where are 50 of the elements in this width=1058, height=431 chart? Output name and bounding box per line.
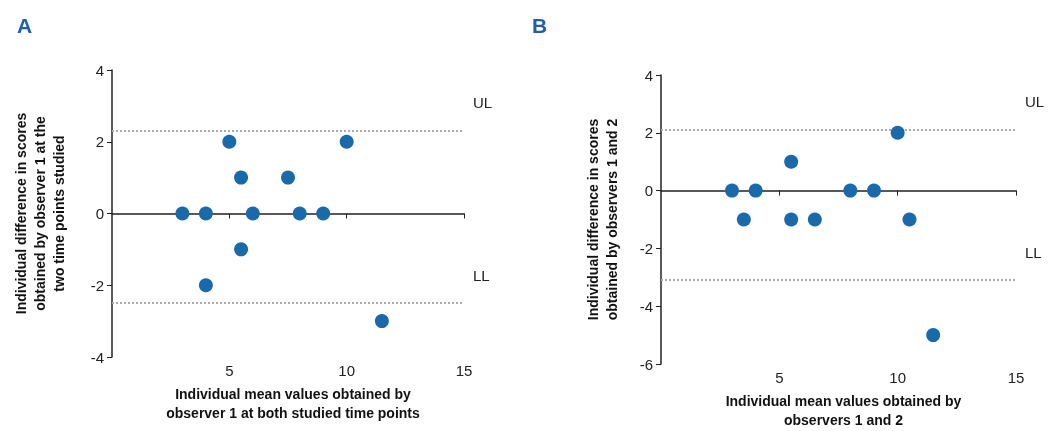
point	[339, 134, 354, 149]
x-tick-label: 10	[889, 369, 907, 386]
point	[843, 183, 858, 198]
y-tick-label: 2	[95, 133, 104, 151]
point	[198, 206, 213, 221]
chart-title: A	[17, 14, 33, 37]
x-tick-label: 15	[1007, 369, 1025, 386]
ref-line-label: UL	[473, 94, 493, 112]
point	[245, 206, 260, 221]
y-axis-title: Individual difference in scores obtained by observer 1 at the two time points studied	[12, 112, 67, 315]
ref-line-label: UL	[1025, 93, 1045, 111]
ref-line-label: LL	[473, 266, 490, 284]
y-tick-label: 4	[95, 61, 104, 79]
x-tick-label: 15	[455, 362, 473, 379]
point	[316, 206, 331, 221]
y-tick-label: -2	[639, 239, 653, 257]
y-tick-label: 0	[95, 205, 104, 222]
point	[867, 183, 881, 198]
point	[281, 170, 295, 185]
point	[807, 212, 822, 227]
point	[222, 134, 237, 149]
y-tick-label: -2	[90, 276, 104, 294]
chart-title: B	[532, 14, 548, 37]
x-axis-title: Individual mean values obtained by observer 1 at both studied time points	[166, 385, 421, 421]
x-axis-title: Individual mean values obtained by observers 1 and 2	[725, 392, 962, 428]
y-tick-label: -6	[639, 355, 653, 373]
point	[725, 183, 739, 198]
x-tick-label: 5	[775, 369, 784, 386]
point	[748, 183, 763, 198]
x-tick-label: 5	[225, 362, 234, 379]
point	[234, 242, 249, 257]
y-tick-label: 4	[644, 66, 653, 84]
x-tick-label: 10	[338, 362, 356, 379]
y-tick-label: -4	[90, 348, 104, 366]
point	[175, 206, 190, 221]
point	[784, 212, 799, 227]
y-tick-label: -4	[639, 297, 653, 315]
y-tick-label: 2	[644, 124, 653, 142]
point	[902, 212, 917, 227]
point	[374, 314, 389, 329]
point	[784, 154, 799, 169]
y-tick-label: 0	[644, 182, 653, 200]
point	[292, 206, 307, 221]
point	[234, 170, 249, 185]
point	[198, 278, 213, 293]
y-axis-title: Individual difference in scores obtained by observers 1 and 2	[584, 118, 620, 321]
point	[926, 328, 941, 343]
point	[890, 125, 905, 140]
ref-line-label: LL	[1025, 243, 1042, 261]
point	[736, 212, 751, 227]
